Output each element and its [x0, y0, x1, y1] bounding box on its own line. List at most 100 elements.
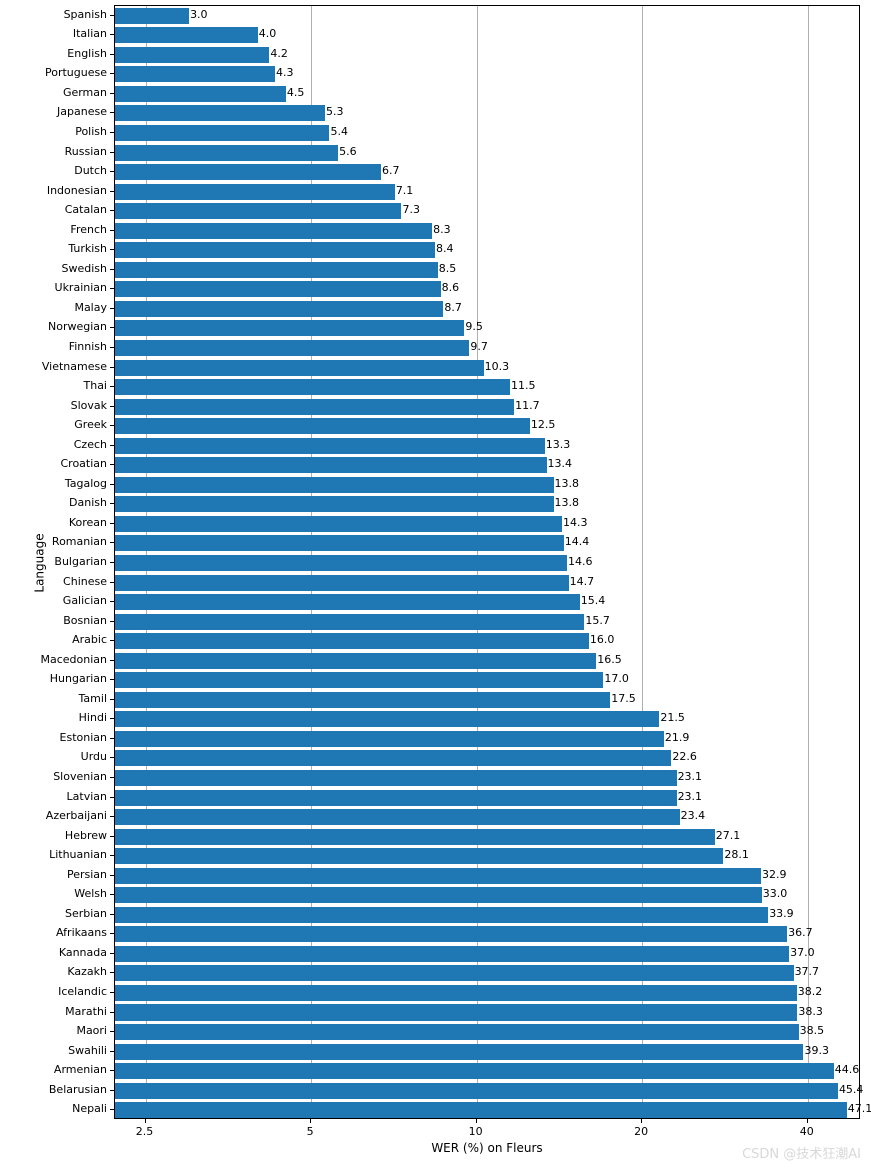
bar-value-label: 14.4	[565, 535, 590, 548]
bar	[115, 1044, 803, 1060]
bar-value-label: 33.0	[763, 887, 788, 900]
ytick-mark	[110, 386, 114, 387]
bar-value-label: 9.5	[465, 320, 483, 333]
ytick-mark	[110, 464, 114, 465]
bar	[115, 86, 286, 102]
ytick-mark	[110, 288, 114, 289]
bar-value-label: 28.1	[724, 848, 749, 861]
language-label: Vietnamese	[42, 360, 107, 373]
bar-value-label: 14.3	[563, 516, 588, 529]
xtick-mark	[310, 1119, 311, 1123]
bar-value-label: 44.6	[835, 1063, 860, 1076]
language-label: Czech	[74, 438, 107, 451]
language-label: Maori	[76, 1024, 107, 1037]
xtick-label: 10	[469, 1125, 483, 1138]
bar-value-label: 3.0	[190, 8, 208, 21]
ytick-mark	[110, 503, 114, 504]
language-label: Tamil	[79, 692, 107, 705]
bar-value-label: 45.4	[839, 1083, 864, 1096]
language-label: Swedish	[62, 262, 108, 275]
bar-value-label: 8.5	[439, 262, 457, 275]
bar	[115, 1063, 834, 1079]
language-label: Norwegian	[48, 320, 107, 333]
ytick-mark	[110, 54, 114, 55]
bar-value-label: 13.3	[546, 438, 571, 451]
ytick-mark	[110, 132, 114, 133]
xtick-label: 5	[307, 1125, 314, 1138]
ytick-mark	[110, 992, 114, 993]
ytick-mark	[110, 367, 114, 368]
ytick-mark	[110, 347, 114, 348]
bar-value-label: 38.2	[798, 985, 823, 998]
xtick-mark	[807, 1119, 808, 1123]
ytick-mark	[110, 855, 114, 856]
bar	[115, 164, 381, 180]
bar	[115, 809, 680, 825]
bar-value-label: 23.4	[681, 809, 706, 822]
ytick-mark	[110, 1051, 114, 1052]
bar-value-label: 38.5	[800, 1024, 825, 1037]
language-label: Turkish	[68, 242, 107, 255]
ytick-mark	[110, 15, 114, 16]
ytick-mark	[110, 679, 114, 680]
language-label: Dutch	[74, 164, 107, 177]
language-label: Italian	[73, 27, 107, 40]
bar	[115, 242, 435, 258]
bar-value-label: 15.7	[585, 614, 610, 627]
ytick-mark	[110, 757, 114, 758]
bar-value-label: 32.9	[762, 868, 787, 881]
bar-value-label: 21.9	[665, 731, 690, 744]
bar	[115, 887, 762, 903]
ytick-mark	[110, 836, 114, 837]
watermark-text: CSDN @技术狂潮AI	[742, 1143, 861, 1162]
ytick-mark	[110, 484, 114, 485]
language-label: Chinese	[63, 575, 107, 588]
bar	[115, 672, 603, 688]
bar-value-label: 16.0	[590, 633, 615, 646]
language-label: Azerbaijani	[46, 809, 107, 822]
bar-value-label: 14.7	[570, 575, 595, 588]
bar	[115, 731, 664, 747]
bar-value-label: 47.1	[848, 1102, 871, 1115]
ytick-mark	[110, 327, 114, 328]
xtick-mark	[145, 1119, 146, 1123]
bar-value-label: 15.4	[581, 594, 606, 607]
language-label: Ukrainian	[55, 281, 107, 294]
bar-value-label: 4.5	[287, 86, 305, 99]
ytick-mark	[110, 953, 114, 954]
bar	[115, 320, 464, 336]
language-label: Kazakh	[67, 965, 107, 978]
language-label: Nepali	[72, 1102, 107, 1115]
bar	[115, 418, 530, 434]
ytick-mark	[110, 660, 114, 661]
bar-value-label: 23.1	[678, 790, 703, 803]
ytick-mark	[110, 601, 114, 602]
bar	[115, 379, 510, 395]
ytick-mark	[110, 1031, 114, 1032]
language-label: Belarusian	[49, 1083, 107, 1096]
bar	[115, 457, 547, 473]
ytick-mark	[110, 230, 114, 231]
bar	[115, 555, 567, 571]
bar-value-label: 13.8	[555, 496, 580, 509]
xtick-mark	[476, 1119, 477, 1123]
bar-value-label: 4.2	[270, 47, 288, 60]
bar-value-label: 7.3	[402, 203, 420, 216]
bar-value-label: 5.4	[330, 125, 348, 138]
bar	[115, 27, 258, 43]
ytick-mark	[110, 738, 114, 739]
bar-value-label: 4.0	[259, 27, 277, 40]
language-label: Finnish	[69, 340, 107, 353]
bar	[115, 575, 569, 591]
language-label: Bulgarian	[54, 555, 107, 568]
ytick-mark	[110, 445, 114, 446]
bar	[115, 301, 443, 317]
ytick-mark	[110, 112, 114, 113]
bar	[115, 770, 677, 786]
language-label: Afrikaans	[56, 926, 107, 939]
bar	[115, 438, 545, 454]
language-label: Macedonian	[41, 653, 108, 666]
bar-value-label: 14.6	[568, 555, 593, 568]
bar	[115, 340, 469, 356]
bar-value-label: 4.3	[276, 66, 294, 79]
